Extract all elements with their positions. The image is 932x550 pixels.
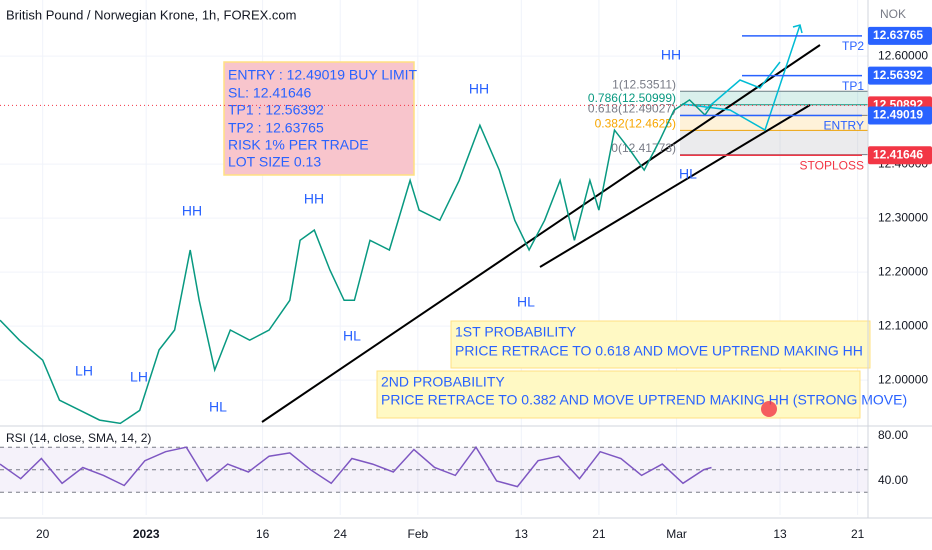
trade-plan-line: TP2 : 12.63765 <box>228 120 324 136</box>
fib-label: 0.786(12.50999) <box>588 91 676 105</box>
x-tick-label: 20 <box>36 527 50 541</box>
probability-line: PRICE RETRACE TO 0.618 AND MOVE UPTREND … <box>455 343 863 359</box>
x-tick-label: 21 <box>592 527 606 541</box>
price-tag-label: 12.63765 <box>873 28 923 42</box>
price-line <box>0 98 713 425</box>
trade-plan-box <box>223 61 415 176</box>
probability-box <box>450 320 871 369</box>
price-tag-label: 12.56392 <box>873 68 923 82</box>
x-tick-label: Feb <box>407 527 428 541</box>
pivot-label: HH <box>469 81 489 97</box>
fib-zone <box>680 130 868 155</box>
fib-label: 0(12.41773) <box>611 141 676 155</box>
fib-label: 1(12.53511) <box>612 77 676 91</box>
pivot-label: HL <box>517 294 535 310</box>
price-tag <box>868 66 932 85</box>
level-name: ENTRY <box>824 119 864 133</box>
pivot-label: HH <box>304 191 324 207</box>
pivot-label: HH <box>661 47 681 63</box>
price-tag <box>868 146 932 165</box>
pivot-label: HH <box>182 203 202 219</box>
y-axis-label: NOK <box>880 7 906 21</box>
probability-line: 1ST PROBABILITY <box>455 324 577 340</box>
trendline <box>539 104 811 268</box>
projection-path <box>681 24 801 132</box>
probability-box <box>376 370 861 419</box>
y-tick-label: 80.00 <box>878 428 908 442</box>
trade-plan-line: TP1 : 12.56392 <box>228 102 324 118</box>
fib-label: 0.618(12.49027) <box>588 102 676 116</box>
fib-zone <box>680 91 868 105</box>
probability-line: 2ND PROBABILITY <box>381 374 505 390</box>
trade-plan-line: LOT SIZE 0.13 <box>228 154 321 170</box>
y-tick-label: 12.10000 <box>878 318 928 332</box>
pivot-label: HL <box>343 328 361 344</box>
trade-plan-line: ENTRY : 12.49019 BUY LIMIT <box>228 67 418 83</box>
price-tag <box>868 26 932 45</box>
price-line <box>0 445 712 488</box>
indicator-title: RSI (14, close, SMA, 14, 2) <box>6 431 151 445</box>
y-tick-label: 12.20000 <box>878 264 928 278</box>
price-tag <box>868 106 932 125</box>
y-tick-label: 12.30000 <box>878 210 928 224</box>
y-tick-label: 12.00000 <box>878 372 928 386</box>
x-tick-label: 24 <box>334 527 348 541</box>
level-name: STOPLOSS <box>800 158 864 172</box>
pivot-label: LH <box>75 363 93 379</box>
fib-label: 0.382(12.4625) <box>595 117 676 131</box>
icon <box>761 401 777 417</box>
x-tick-label: Mar <box>666 527 687 541</box>
y-tick-label: 12.60000 <box>878 48 928 62</box>
pivot-label: LH <box>130 369 148 385</box>
pivot-label: HL <box>679 166 697 182</box>
x-tick-label: 13 <box>773 527 787 541</box>
x-tick-label: 16 <box>256 527 270 541</box>
trade-plan-line: RISK 1% PER TRADE <box>228 137 369 153</box>
x-tick-label: 2023 <box>133 527 160 541</box>
price-tag-label: 12.41646 <box>873 147 923 161</box>
x-tick-label: 21 <box>851 527 865 541</box>
level-name: TP2 <box>842 39 864 53</box>
arrow-head <box>792 24 803 34</box>
fib-zone <box>680 104 868 116</box>
x-tick-label: 13 <box>515 527 529 541</box>
pivot-label: HL <box>209 399 227 415</box>
price-tag-label: 12.49019 <box>873 108 923 122</box>
trendline <box>261 44 821 423</box>
trade-plan-line: SL: 12.41646 <box>228 85 312 101</box>
y-tick-label: 40.00 <box>878 473 908 487</box>
probability-line: PRICE RETRACE TO 0.382 AND MOVE UPTREND … <box>381 392 907 408</box>
level-name: TP1 <box>842 79 864 93</box>
chart-title: British Pound / Norwegian Krone, 1h, FOR… <box>6 7 296 22</box>
fib-zone <box>680 115 868 131</box>
